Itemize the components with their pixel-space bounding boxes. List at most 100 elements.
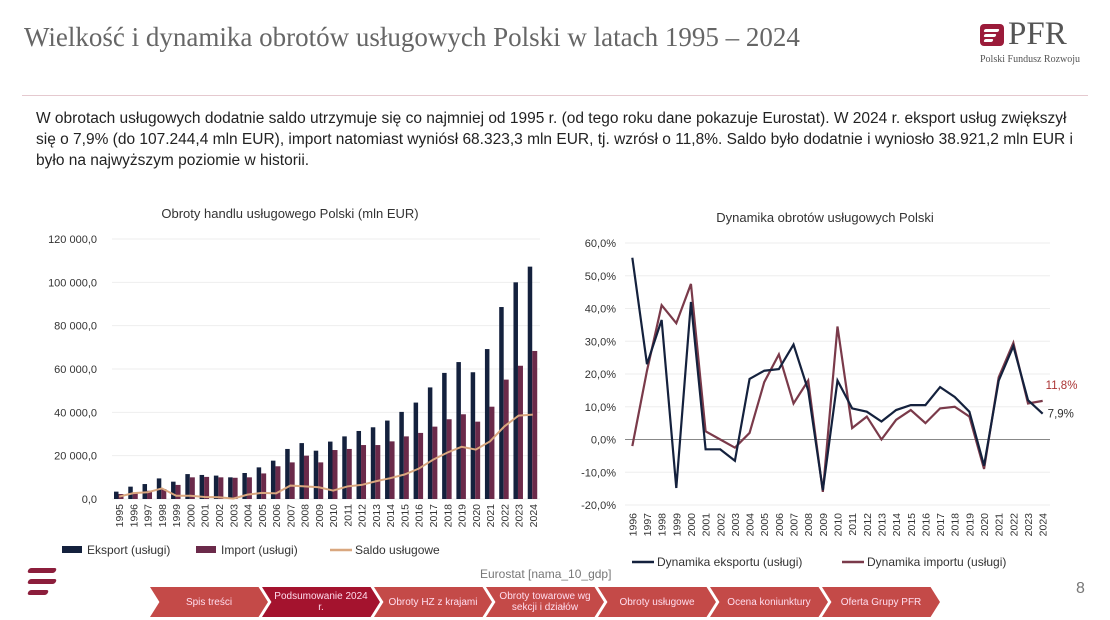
export-bar: [356, 430, 362, 499]
x-tick-label: 2021: [485, 504, 497, 528]
export-bar: [114, 491, 119, 499]
nav-item-label: Obroty HZ z krajami: [388, 596, 478, 608]
y-tick-label: 80 000,0: [54, 321, 97, 333]
export-bar: [299, 443, 304, 499]
nav-item[interactable]: Obroty HZ z krajami: [374, 587, 492, 617]
legend-label: Import (usługi): [221, 543, 298, 557]
x-tick-label: 2018: [442, 504, 454, 528]
x-tick-label: 2000: [686, 513, 698, 537]
x-tick-label: 2011: [847, 513, 859, 536]
import-bar: [232, 477, 238, 499]
x-tick-label: 2017: [935, 513, 947, 537]
nav-item[interactable]: Oferta Grupy PFR: [822, 587, 940, 617]
source-note: Eurostat [nama_10_gdp]: [480, 567, 612, 581]
y-tick-label: 0,0%: [591, 435, 616, 447]
legend-swatch: [62, 546, 82, 553]
import-bar: [289, 462, 295, 499]
export-bar: [456, 362, 461, 499]
x-tick-label: 2015: [906, 513, 918, 537]
x-tick-label: 2024: [1038, 513, 1050, 537]
nav-item-label: Podsumowanie 2024 r.: [274, 591, 368, 613]
x-tick-label: 2022: [499, 504, 511, 528]
pfr-small-logo-icon: [24, 566, 60, 600]
x-tick-label: 2011: [342, 504, 354, 527]
y-tick-label: 100 000,0: [48, 277, 97, 289]
export-bar: [499, 307, 504, 499]
page-title: Wielkość i dynamika obrotów usługowych P…: [24, 22, 800, 52]
nav-item[interactable]: Podsumowanie 2024 r.: [262, 587, 380, 617]
x-tick-label: 2005: [257, 504, 269, 528]
nav-item-label: Ocena koniunktury: [727, 596, 811, 608]
import-bar: [503, 379, 509, 499]
export-bar: [513, 282, 518, 499]
export-bar: [427, 387, 433, 499]
x-tick-label: 2016: [920, 513, 932, 537]
pfr-logo: PFR Polski Fundusz Rozwoju: [980, 16, 1100, 70]
x-tick-label: 2013: [371, 504, 383, 528]
y-tick-label: 120 000,0: [48, 234, 97, 246]
export-bar: [413, 402, 419, 499]
nav-item-label: Spis treści: [185, 596, 233, 608]
legend-label: Saldo usługowe: [355, 543, 440, 557]
x-tick-label: 2007: [285, 504, 297, 528]
legend-label: Dynamika eksportu (usługi): [657, 555, 802, 569]
x-tick-label: 1996: [627, 513, 639, 537]
import-bar: [175, 484, 181, 499]
nav-item[interactable]: Obroty usługowe: [598, 587, 716, 617]
x-tick-label: 2021: [994, 513, 1006, 537]
logo-text: PFR: [1008, 16, 1067, 52]
x-tick-label: 2009: [314, 504, 326, 528]
legend-label: Eksport (usługi): [87, 543, 170, 557]
x-tick-label: 1999: [671, 513, 683, 537]
y-tick-label: 30,0%: [585, 336, 616, 348]
export-bar: [228, 477, 233, 499]
x-tick-label: 2023: [514, 504, 526, 528]
import-bar: [475, 421, 481, 499]
export-bar: [328, 441, 333, 499]
import-bar: [375, 445, 381, 499]
nav-item-label: Oferta Grupy PFR: [840, 596, 922, 608]
x-tick-label: 2022: [1008, 513, 1020, 537]
import-bar: [204, 476, 210, 499]
nav-item[interactable]: Spis treści: [150, 587, 268, 617]
x-tick-label: 1996: [128, 504, 140, 528]
x-tick-label: 2006: [271, 504, 283, 528]
x-tick-label: 2008: [803, 513, 815, 537]
x-tick-label: 1995: [114, 504, 126, 528]
import-bar: [418, 432, 424, 499]
export-end-label: 7,9%: [1048, 409, 1074, 421]
import-bar: [389, 441, 395, 499]
nav-item-label: Obroty usługowe: [619, 596, 695, 608]
import-bar: [303, 455, 309, 499]
services-trade-bar-chart: Obroty handlu usługowego Polski (mln EUR…: [48, 206, 540, 557]
y-tick-label: 20 000,0: [54, 451, 97, 463]
x-tick-label: 2003: [730, 513, 742, 537]
nav-item-label: Obroty towarowe wg sekcji i działów: [499, 591, 591, 613]
export-bar: [527, 266, 533, 499]
import-bar: [189, 477, 195, 499]
import-bar: [446, 419, 452, 499]
nav-item[interactable]: Ocena koniunktury: [710, 587, 828, 617]
x-tick-label: 2007: [789, 513, 801, 537]
x-tick-label: 2015: [399, 504, 411, 528]
export-bar: [285, 448, 290, 499]
section-navigation: Spis treści Podsumowanie 2024 r. Obroty HZ…: [150, 587, 940, 617]
x-tick-label: 2002: [715, 513, 727, 537]
y-tick-label: -20,0%: [581, 500, 616, 512]
x-tick-label: 2012: [862, 513, 874, 537]
import-bar: [403, 436, 409, 499]
nav-item[interactable]: Obroty towarowe wg sekcji i działów: [486, 587, 604, 617]
x-tick-label: 2012: [357, 504, 369, 528]
x-tick-label: 2010: [328, 504, 340, 528]
x-tick-label: 2001: [200, 504, 212, 528]
export-bar: [270, 460, 276, 499]
intro-text: W obrotach usługowych dodatnie saldo utr…: [36, 110, 1073, 169]
pfr-logo-icon: [980, 24, 1004, 46]
x-tick-label: 2016: [414, 504, 426, 528]
x-tick-label: 2024: [528, 504, 540, 528]
x-tick-label: 2020: [979, 513, 991, 537]
y-tick-label: 0,0: [82, 494, 97, 506]
x-tick-label: 2019: [964, 513, 976, 537]
export-bar: [385, 420, 390, 499]
x-tick-label: 2014: [891, 513, 903, 537]
